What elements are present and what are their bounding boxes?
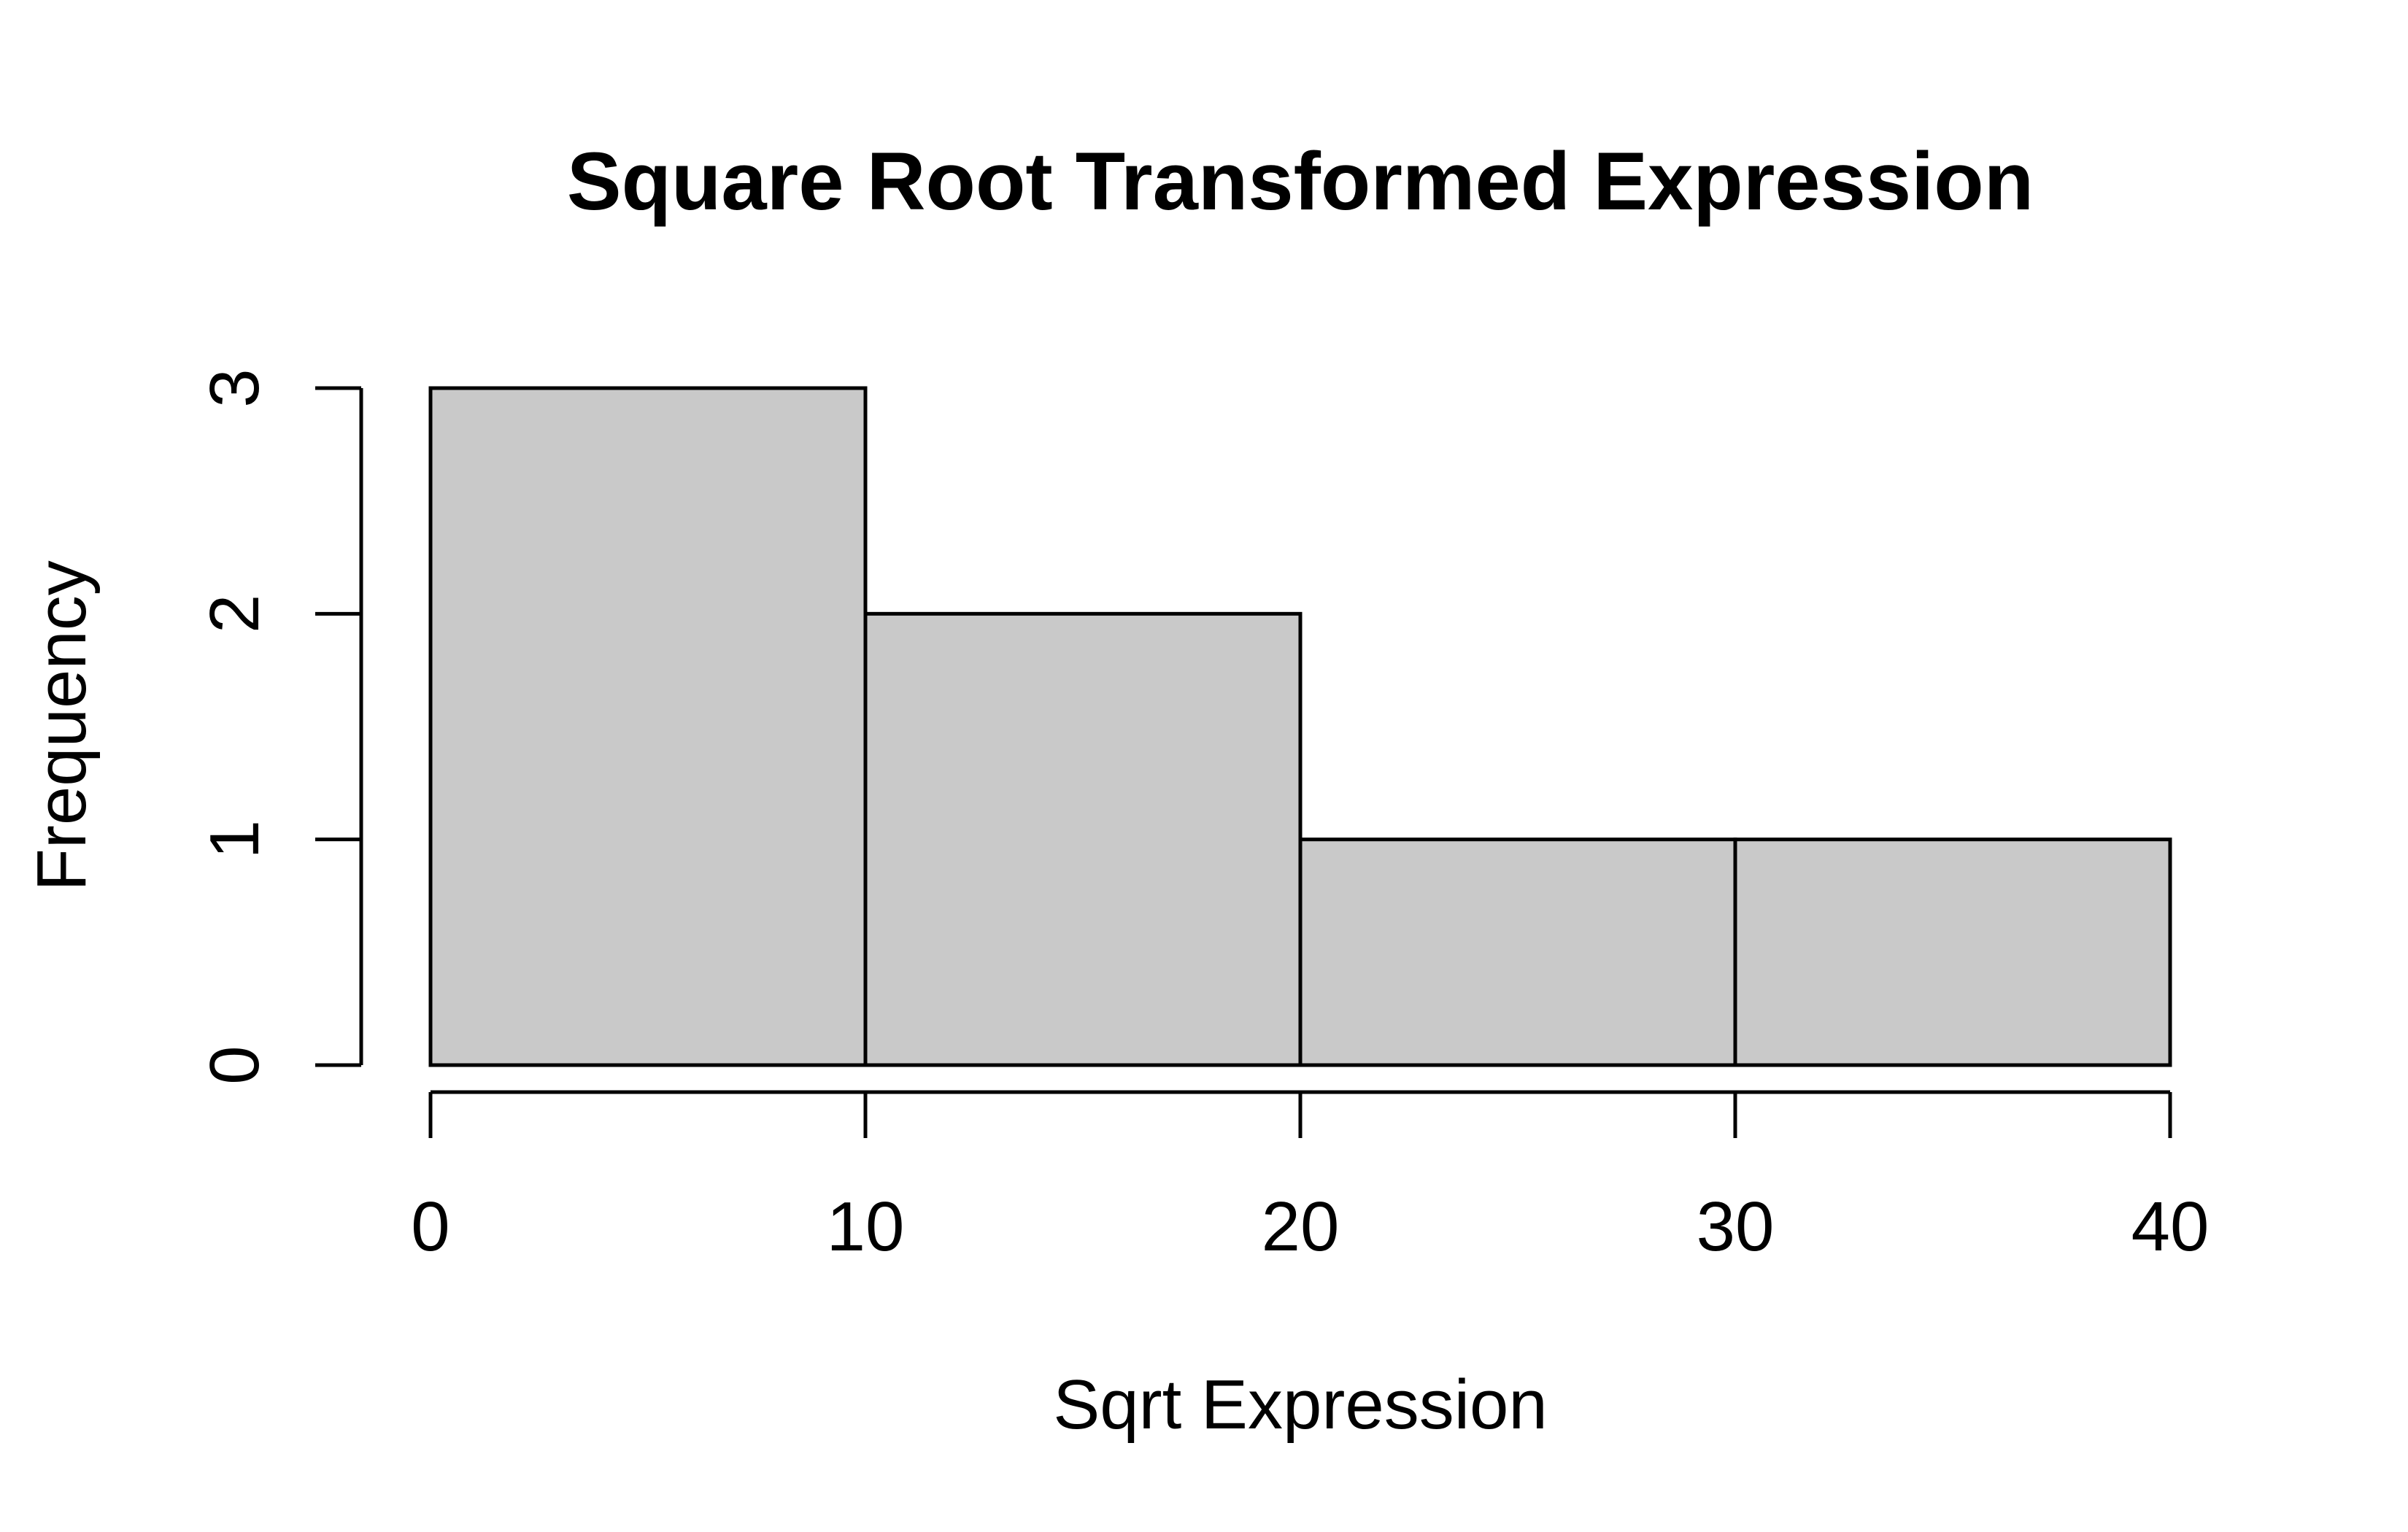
y-tick-label-0: 0 [196, 1045, 274, 1084]
histogram-bar-4 [1733, 837, 2172, 1067]
x-axis: 0 10 20 30 40 [411, 1090, 2210, 1266]
chart-title: Square Root Transformed Expression [567, 136, 2034, 227]
bars-group [428, 386, 2172, 1067]
y-tick-label-3: 3 [196, 368, 274, 407]
x-tick-label-20: 20 [1262, 1188, 1340, 1266]
y-tick-label-1: 1 [196, 820, 274, 859]
y-axis-label: Frequency [23, 560, 101, 891]
x-tick-label-10: 10 [827, 1188, 905, 1266]
x-tick-label-0: 0 [411, 1188, 449, 1266]
histogram-bar-3 [1298, 837, 1737, 1067]
x-tick-label-40: 40 [2131, 1188, 2210, 1266]
x-axis-label: Sqrt Expression [1053, 1366, 1548, 1444]
histogram-bar-2 [863, 611, 1303, 1067]
x-tick-label-30: 30 [1697, 1188, 1775, 1266]
histogram-bar-1 [428, 386, 868, 1067]
y-tick-label-2: 2 [196, 595, 274, 633]
y-axis: 0 1 2 3 [196, 368, 363, 1085]
